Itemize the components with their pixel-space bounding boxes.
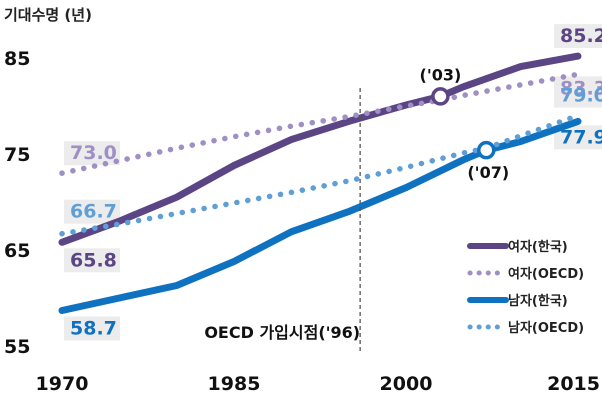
x-tick-label-1985: 1985 — [208, 373, 261, 395]
legend-label-3: 남자(OECD) — [508, 320, 584, 336]
end-label-3: 79.0 — [560, 85, 602, 107]
start-label-box-3 — [64, 199, 120, 224]
crossover-label-03: ('03) — [420, 65, 462, 84]
y-tick-label-55: 55 — [4, 336, 30, 358]
start-label-0: 65.8 — [70, 249, 117, 271]
series-line-1 — [59, 71, 581, 176]
start-label-3: 66.7 — [70, 201, 117, 223]
x-tick-label-2015: 2015 — [547, 373, 600, 395]
end-label-box-3 — [554, 83, 602, 108]
series-line-0 — [58, 52, 582, 246]
legend-label-0: 여자(한국) — [508, 239, 568, 255]
start-label-box-1 — [64, 141, 120, 166]
y-axis-title: 기대수명 (년) — [4, 6, 92, 24]
start-label-box-2 — [64, 316, 120, 341]
crossover-marker-07 — [477, 140, 496, 160]
end-label-2: 77.9 — [560, 126, 602, 148]
series-line-2 — [58, 117, 582, 314]
start-label-box-0 — [64, 248, 120, 273]
oecd-join-label: OECD 가입시점('96) — [204, 323, 360, 342]
x-tick-label-2000: 2000 — [380, 373, 433, 395]
start-label-2: 58.7 — [70, 317, 117, 339]
legend-label-1: 여자(OECD) — [508, 266, 584, 282]
end-label-1: 83.3 — [560, 77, 602, 99]
y-tick-label-65: 65 — [4, 240, 30, 262]
end-label-box-0 — [554, 24, 602, 49]
end-label-0: 85.2 — [560, 25, 602, 47]
legend-label-2: 남자(한국) — [508, 293, 568, 309]
y-tick-label-85: 85 — [4, 48, 30, 70]
crossover-marker-03 — [431, 87, 450, 106]
y-tick-label-75: 75 — [4, 144, 30, 166]
start-label-1: 73.0 — [70, 142, 117, 164]
series-line-3 — [59, 112, 581, 237]
x-tick-label-1970: 1970 — [36, 373, 89, 395]
crossover-label-07: ('07) — [467, 163, 509, 182]
